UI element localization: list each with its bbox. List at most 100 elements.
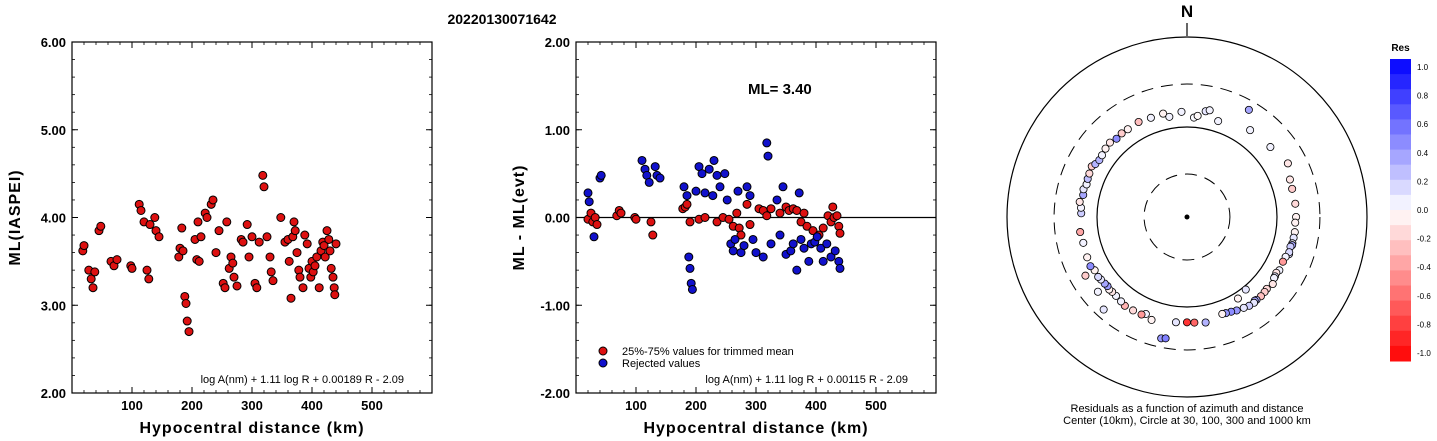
x-tick-label: 500 [865, 398, 887, 413]
data-point [242, 220, 252, 230]
station-residual-point [1193, 111, 1202, 120]
polar-caption-line-2: Center (10km), Circle at 30, 100, 300 an… [1063, 415, 1311, 427]
station-residual-point [1244, 105, 1253, 114]
rejected-data-point [728, 246, 738, 256]
colorbar-segment [1390, 270, 1411, 286]
rejected-data-point [637, 155, 647, 165]
colorbar-segment [1390, 210, 1411, 226]
rejected-data-point [788, 239, 798, 249]
colorbar-segment [1390, 285, 1411, 302]
station-residual-point [1076, 228, 1085, 237]
station-residual-point [1201, 318, 1210, 327]
colorbar-tick-label: 0.0 [1417, 206, 1429, 215]
rejected-data-point [583, 188, 593, 198]
rejected-data-point [682, 191, 692, 201]
data-point [232, 281, 242, 291]
rejected-data-point [584, 197, 594, 207]
station-residual-point [1165, 112, 1174, 121]
rejected-data-point [835, 263, 845, 273]
colorbar-segment [1390, 225, 1411, 241]
station-residual-point [1134, 117, 1143, 126]
data-point [193, 217, 203, 227]
data-point [745, 220, 755, 230]
y-tick-label: 1.00 [545, 123, 570, 138]
station-residual-point [1214, 117, 1223, 126]
colorbar-segment [1390, 104, 1411, 120]
colorbar-segment [1390, 240, 1411, 256]
station-residual-point [1268, 280, 1277, 289]
x-tick-label: 100 [121, 398, 143, 413]
station-residual-point [1266, 143, 1275, 152]
station-residual-point [1233, 294, 1242, 303]
data-point [244, 252, 254, 262]
data-point [732, 208, 742, 218]
data-point [616, 208, 626, 218]
colorbar-tick-label: 0.6 [1417, 120, 1429, 129]
rejected-data-point [679, 182, 689, 192]
data-point [150, 213, 160, 222]
magnitude-formula: log A(nm) + 1.11 log R + 0.00189 R - 2.0… [201, 374, 404, 386]
rejected-data-point [766, 239, 776, 249]
data-point [818, 223, 828, 233]
data-point [324, 234, 334, 244]
data-point [177, 223, 187, 233]
rejected-data-point [792, 265, 802, 275]
y-axis-label: ML(IASPEI) [7, 169, 24, 265]
data-point [289, 217, 299, 227]
colorbar-segment [1390, 164, 1411, 181]
data-point [799, 208, 809, 218]
station-residual-point [1086, 262, 1095, 271]
data-point [284, 256, 294, 266]
station-residual-point [1101, 144, 1110, 153]
data-point [775, 208, 785, 218]
rejected-data-point [745, 191, 755, 201]
data-point [700, 213, 710, 222]
rejected-data-point [712, 170, 722, 180]
rejected-data-point [720, 169, 730, 179]
data-point [88, 283, 98, 293]
station-residual-point [1085, 169, 1094, 178]
station-residual-point [1283, 159, 1292, 168]
data-point [295, 272, 305, 282]
outer-circle-1000km [1006, 36, 1368, 398]
data-point [220, 283, 230, 293]
data-point [276, 213, 286, 222]
data-point [631, 214, 641, 224]
data-point [144, 274, 154, 284]
data-point [742, 199, 752, 209]
data-point [211, 248, 221, 258]
station-residual-point [1285, 175, 1294, 184]
rejected-data-point [596, 170, 606, 180]
rejected-data-point [715, 182, 725, 192]
data-point [290, 226, 300, 236]
circle-300km [1053, 83, 1321, 351]
y-tick-label: 6.00 [41, 35, 66, 50]
rejected-data-point [812, 232, 822, 242]
colorbar-tick-label: -0.2 [1417, 235, 1431, 244]
circle-30km [1143, 173, 1231, 261]
legend-label: Rejected values [622, 358, 701, 370]
data-point [802, 221, 812, 231]
data-point [214, 226, 224, 236]
station-residual-point [1147, 315, 1156, 324]
data-point [96, 221, 106, 231]
colorbar-segment [1390, 300, 1411, 317]
station-residual-point [1161, 334, 1170, 343]
data-point [196, 232, 206, 242]
data-point [592, 220, 602, 230]
data-point [154, 232, 164, 242]
rejected-data-point [816, 243, 826, 253]
data-point [808, 226, 818, 236]
x-tick-label: 300 [241, 398, 263, 413]
data-point [254, 237, 264, 247]
rejected-data-point [763, 151, 773, 161]
data-point [174, 252, 184, 262]
rejected-data-point [708, 191, 718, 201]
plot-frame [71, 41, 433, 394]
station-residual-point [1246, 126, 1255, 135]
rejected-data-point [762, 138, 772, 148]
data-point [90, 267, 100, 277]
colorbar-segment [1390, 345, 1411, 362]
x-tick-label: 400 [301, 398, 323, 413]
rejected-data-point [826, 252, 836, 262]
